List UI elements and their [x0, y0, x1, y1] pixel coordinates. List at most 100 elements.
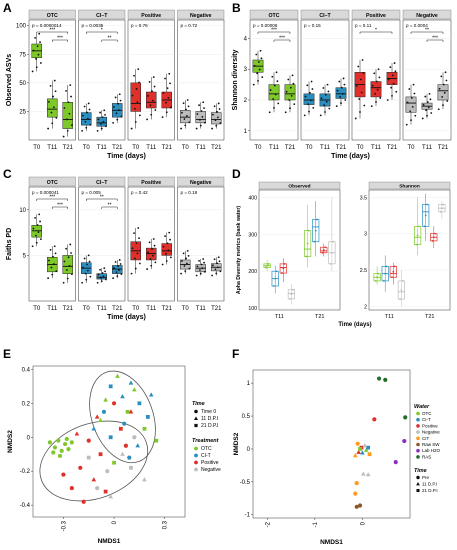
data-point: [167, 249, 170, 252]
data-point: [147, 95, 149, 97]
facet-frame: [258, 189, 341, 311]
facet-strip: [402, 9, 452, 20]
data-point: [363, 447, 369, 452]
data-point: [164, 77, 166, 80]
legend-label: Time 0: [201, 409, 216, 415]
data-point: [146, 268, 149, 270]
y-axis-label: Faiths PD: [6, 228, 13, 260]
facet-title: Negative: [190, 13, 212, 19]
data-point: [39, 220, 41, 223]
data-point: [304, 95, 307, 98]
data-point: [415, 243, 418, 246]
y-tick-label: 0.4: [22, 367, 31, 373]
data-point: [95, 486, 100, 491]
data-point: [67, 101, 70, 104]
data-point: [290, 293, 293, 296]
significance-bracket: [86, 31, 118, 34]
data-point: [32, 49, 35, 52]
data-point: [338, 80, 341, 83]
significance-bracket: [273, 39, 291, 42]
x-tick-label: T21: [162, 306, 173, 312]
data-point: [52, 256, 54, 258]
data-point: [276, 80, 279, 83]
data-point: [131, 247, 134, 250]
data-point: [217, 102, 220, 105]
y-axis-label: Apha Diversity metrics (bank water): [236, 206, 242, 294]
data-point: [87, 102, 90, 105]
data-point: [198, 104, 200, 107]
box: [47, 98, 58, 118]
data-point: [69, 243, 72, 246]
data-point: [69, 440, 74, 445]
x-tick-label: T11: [196, 306, 207, 312]
significance-label: ***: [49, 195, 55, 201]
data-point: [360, 91, 363, 94]
data-point: [306, 242, 309, 245]
data-point: [355, 441, 360, 446]
x-tick-label: T0: [254, 145, 262, 151]
data-point: [356, 449, 361, 454]
legend-symbol: [416, 430, 420, 434]
data-point: [133, 232, 135, 235]
x-axis-label: Time (days): [338, 322, 371, 328]
x-tick-label: T11: [275, 314, 284, 320]
data-point: [383, 280, 385, 282]
data-point: [203, 107, 205, 110]
data-point: [371, 84, 374, 87]
panel-label: D: [232, 167, 241, 181]
box: [195, 111, 206, 124]
data-point: [395, 90, 398, 93]
data-point: [326, 83, 329, 86]
facet-strip: [127, 9, 175, 20]
data-point: [218, 108, 221, 110]
x-tick-label: T11: [371, 145, 382, 151]
data-point: [352, 452, 358, 458]
data-point: [66, 447, 71, 452]
data-point: [260, 57, 263, 60]
data-point: [332, 240, 335, 243]
data-point: [200, 263, 203, 266]
legend-title: Time: [414, 468, 427, 474]
data-point: [96, 281, 99, 284]
data-point: [384, 272, 387, 275]
y-axis-label: Shannon diversity: [232, 50, 239, 111]
data-point: [166, 87, 169, 90]
data-point: [360, 450, 365, 455]
data-point: [373, 72, 376, 75]
significance-bracket: [86, 198, 118, 201]
x-tick-label: T0: [83, 145, 91, 151]
data-point: [34, 37, 36, 39]
data-point: [117, 265, 119, 267]
data-point: [134, 257, 136, 260]
data-point: [181, 260, 183, 262]
data-point: [63, 107, 66, 109]
data-point: [115, 112, 118, 115]
panel-C: C OTC p = 0.000041 T0 T11 T21 ****** CI–T p = 0.…: [3, 167, 225, 321]
p-value: p = 0.42: [131, 190, 148, 195]
data-point: [312, 106, 315, 109]
facet-strip: [249, 9, 299, 20]
data-point: [36, 224, 39, 226]
data-point: [375, 80, 378, 83]
data-point: [370, 105, 373, 108]
data-point: [199, 124, 202, 127]
facet-title: Positive: [366, 13, 386, 19]
data-point: [358, 98, 361, 100]
data-point: [135, 88, 138, 90]
data-point: [320, 97, 323, 100]
data-point: [256, 72, 259, 75]
data-point: [183, 265, 186, 267]
data-point: [165, 111, 168, 114]
data-point: [408, 88, 411, 90]
data-point: [202, 258, 205, 260]
p-value: p = 0.0000014: [32, 23, 62, 28]
facet-strip: [300, 9, 350, 20]
data-point: [358, 447, 362, 451]
data-point: [67, 256, 70, 259]
data-point: [425, 109, 428, 112]
data-point: [98, 452, 103, 457]
data-point: [264, 266, 267, 269]
box: [96, 116, 107, 127]
data-point: [184, 124, 187, 127]
p-value: p = 0.18: [181, 190, 198, 195]
